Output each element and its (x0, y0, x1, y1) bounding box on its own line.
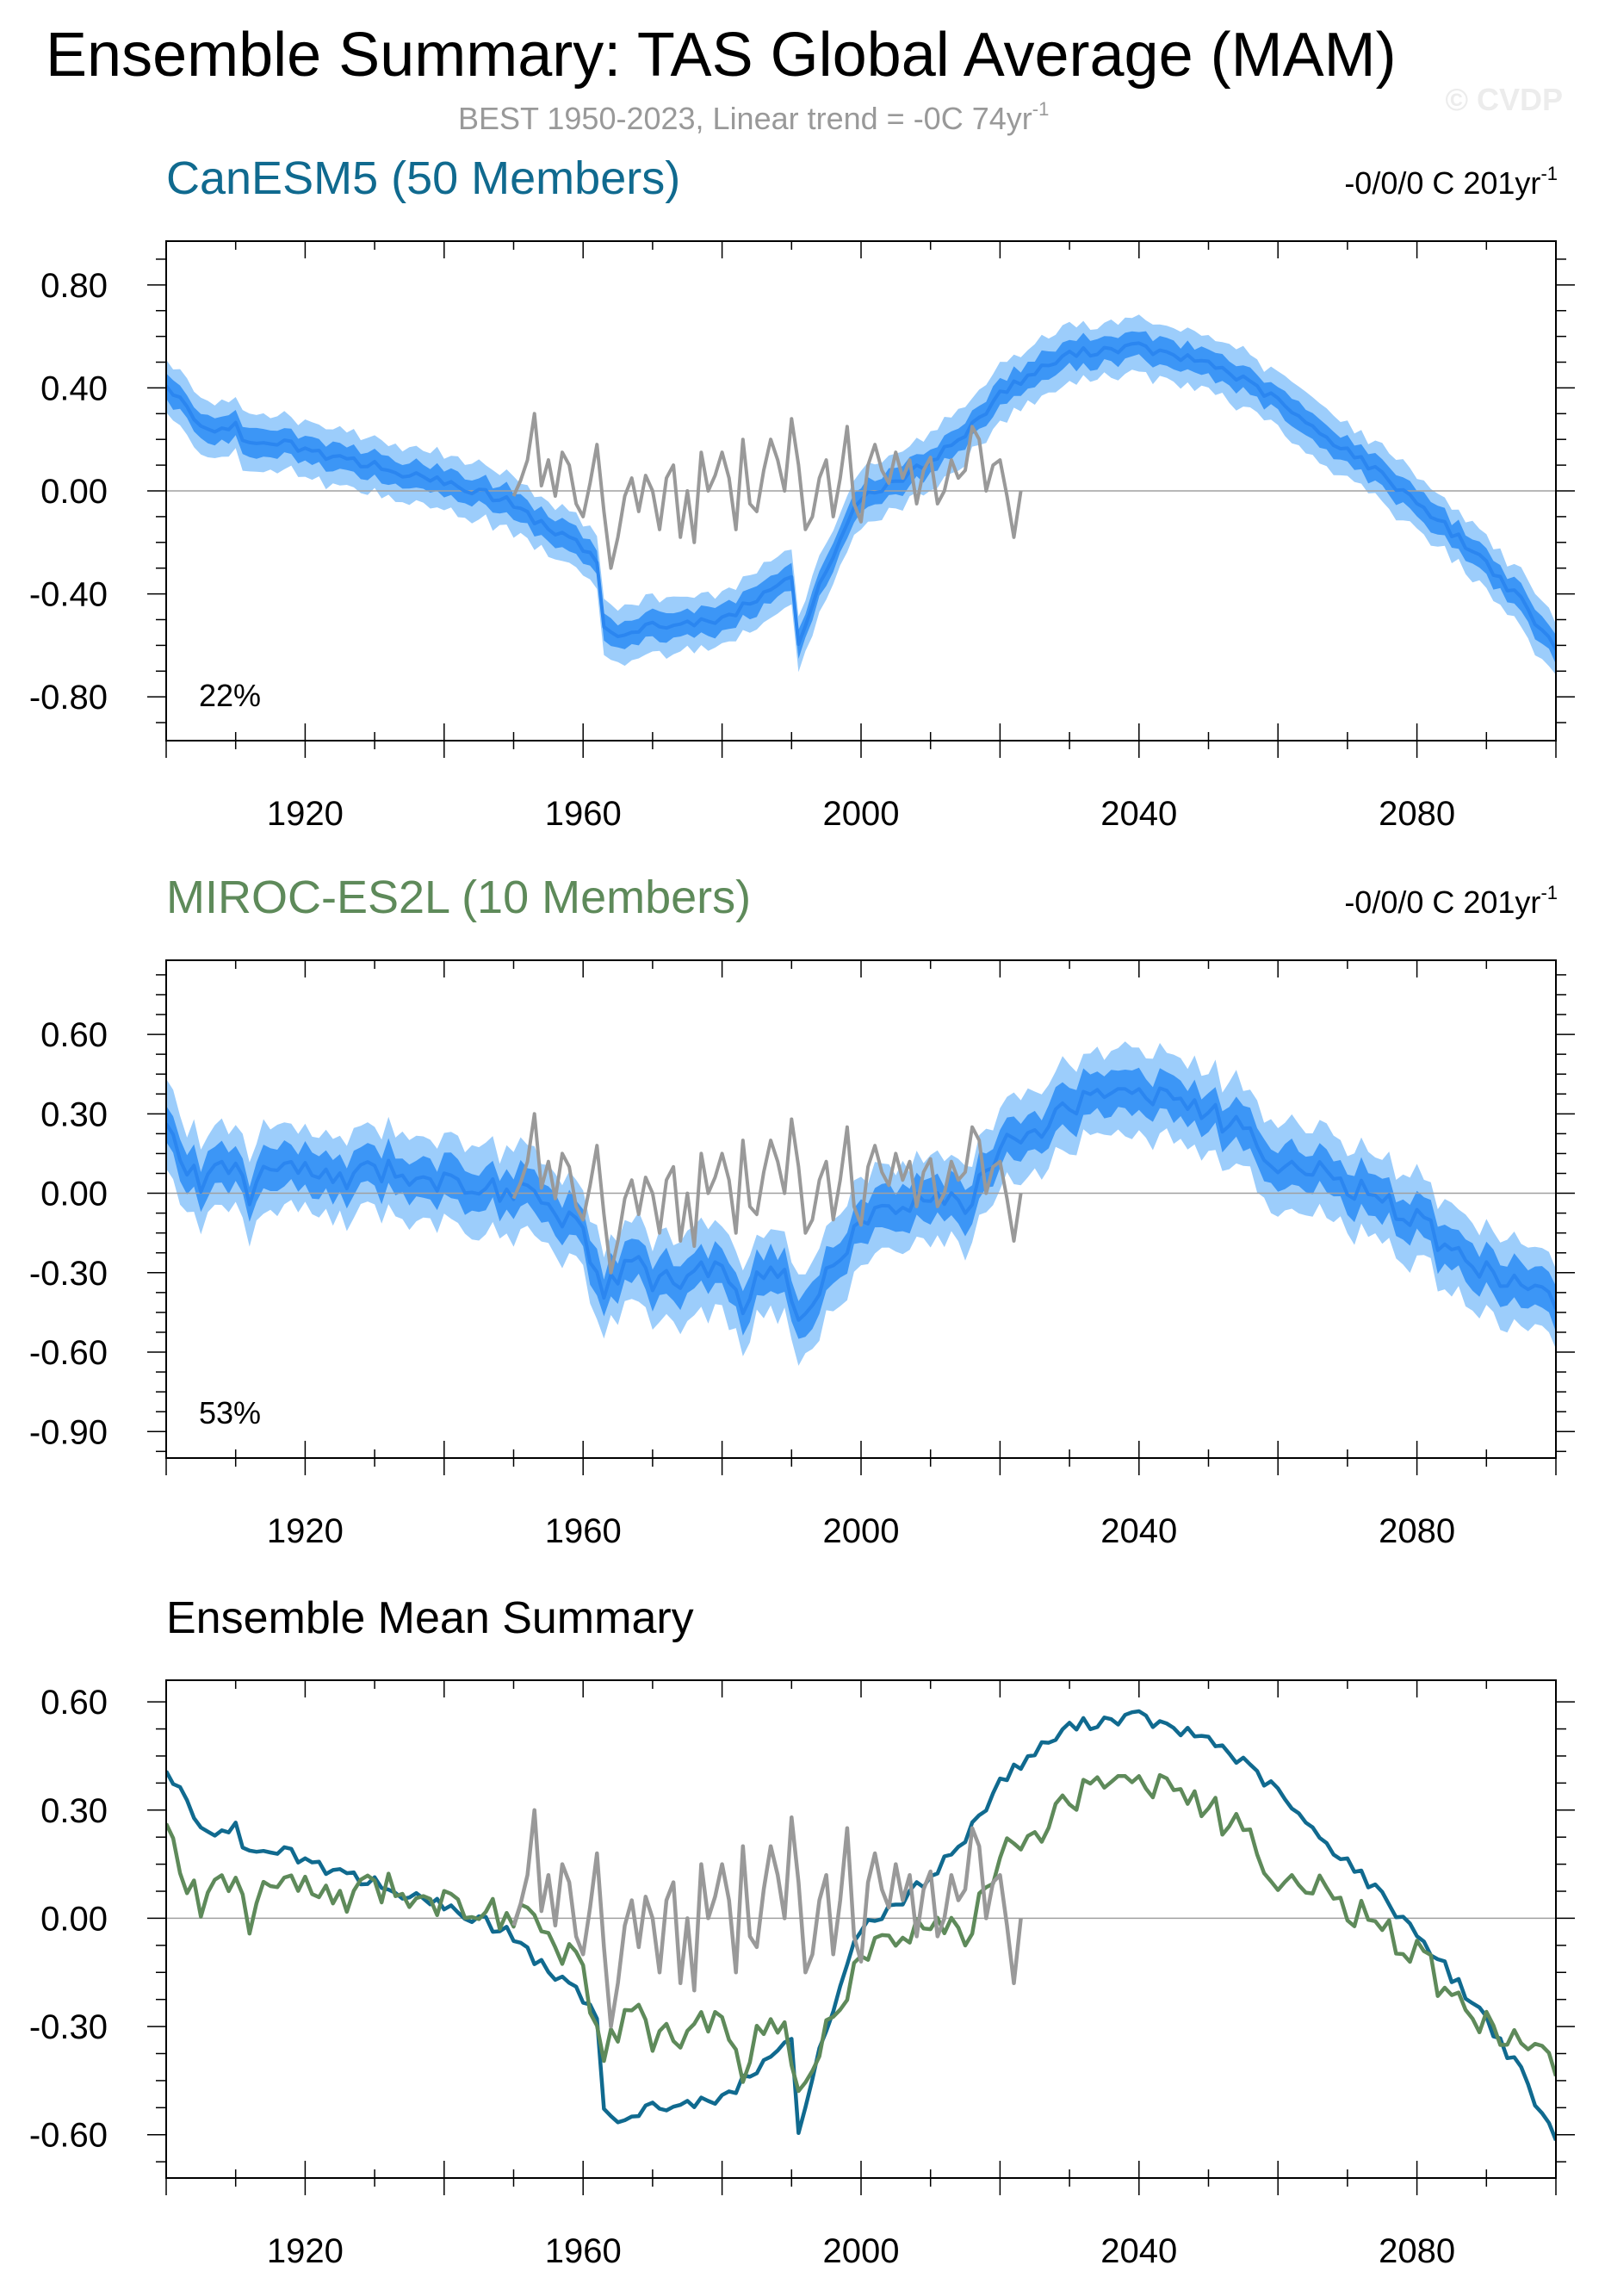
trend-label: -0/0/0 C 201yr-1 (1344, 163, 1558, 201)
y-tick-label: 0.60 (40, 1684, 108, 1722)
x-tick-label: 1920 (267, 2232, 344, 2270)
x-tick-label: 2080 (1379, 2232, 1455, 2270)
figure-subtitle: BEST 1950-2023, Linear trend = -0C 74yr-… (458, 98, 1049, 136)
x-tick-label: 1960 (545, 795, 622, 833)
x-tick-label: 1960 (545, 1512, 622, 1550)
panel-title: MIROC-ES2L (10 Members) (166, 872, 751, 923)
y-tick-label: -0.60 (29, 1334, 108, 1372)
ensemble-inner-band (166, 1067, 1556, 1339)
y-tick-label: -0.80 (29, 679, 108, 717)
x-tick-label: 2080 (1379, 1512, 1455, 1550)
trend-label-text: -0/0/0 C 201yr (1344, 165, 1540, 201)
plot-area (166, 1709, 1556, 2142)
y-tick-label: -0.40 (29, 576, 108, 614)
chart-panel-2: MIROC-ES2L (10 Members) -0/0/0 C 201yr-1 5… (29, 872, 1575, 1550)
figure-title: Ensemble Summary: TAS Global Average (MA… (46, 21, 1397, 90)
y-tick-label: -0.30 (29, 1255, 108, 1293)
observations-line (511, 412, 1023, 570)
chart-panels: CanESM5 (50 Members) -0/0/0 C 201yr-122%1… (29, 152, 1575, 2270)
figure-subtitle-superscript: -1 (1032, 98, 1050, 120)
y-tick-label: -0.30 (29, 2008, 108, 2046)
panel-title: CanESM5 (50 Members) (166, 152, 680, 204)
percent-label: 22% (199, 678, 261, 713)
series-line-obs (511, 1808, 1023, 2029)
x-tick-label: 2000 (823, 1512, 900, 1550)
x-tick-label: 2000 (823, 2232, 900, 2270)
y-tick-label: 0.60 (40, 1016, 108, 1054)
cvdp-watermark: © CVDP (1445, 82, 1563, 117)
trend-label-text: -0/0/0 C 201yr (1344, 884, 1540, 920)
y-tick-label: -0.90 (29, 1413, 108, 1451)
panel-title: Ensemble Mean Summary (166, 1593, 694, 1643)
observations-line (511, 1112, 1023, 1275)
trend-label-superscript: -1 (1540, 882, 1558, 903)
y-tick-label: 0.00 (40, 473, 108, 511)
x-tick-label: 1960 (545, 2232, 622, 2270)
x-tick-label: 1920 (267, 1512, 344, 1550)
plot-area (166, 314, 1556, 675)
plot-area (166, 1041, 1556, 1366)
figure-subtitle-text: BEST 1950-2023, Linear trend = -0C 74yr (458, 101, 1032, 136)
y-tick-label: -0.60 (29, 2117, 108, 2155)
y-tick-label: 0.30 (40, 1792, 108, 1830)
y-tick-label: 0.80 (40, 267, 108, 305)
x-tick-label: 2000 (823, 795, 900, 833)
y-tick-label: 0.40 (40, 369, 108, 407)
chart-panel-3: Ensemble Mean Summary 1920 1960 2000 2040 208… (29, 1593, 1575, 2270)
x-tick-label: 2040 (1100, 1512, 1177, 1550)
series-line-canesm5 (166, 1709, 1556, 2142)
x-tick-label: 2040 (1100, 795, 1177, 833)
chart-panel-1: CanESM5 (50 Members) -0/0/0 C 201yr-1 22% 1… (29, 152, 1575, 833)
x-tick-label: 2040 (1100, 2232, 1177, 2270)
trend-label-superscript: -1 (1540, 163, 1558, 184)
y-tick-label: 0.30 (40, 1095, 108, 1133)
y-tick-label: 0.00 (40, 1900, 108, 1938)
x-tick-label: 2080 (1379, 795, 1455, 833)
ensemble-mean-line (166, 341, 1556, 650)
trend-label: -0/0/0 C 201yr-1 (1344, 882, 1558, 920)
y-tick-label: 0.00 (40, 1176, 108, 1213)
percent-label: 53% (199, 1395, 261, 1430)
x-tick-label: 1920 (267, 795, 344, 833)
